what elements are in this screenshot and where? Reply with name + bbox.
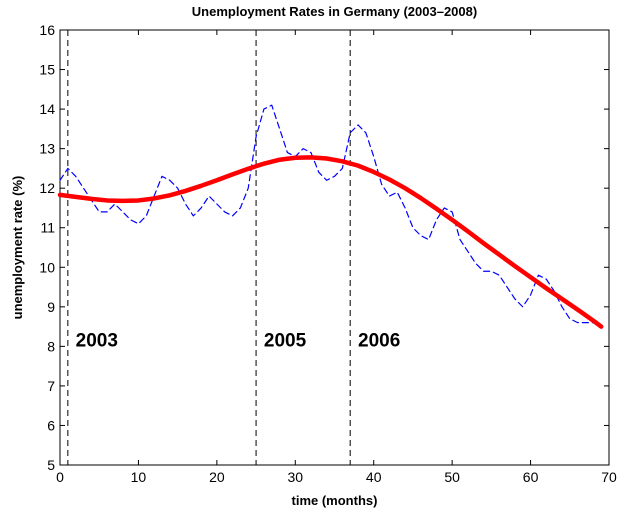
x-tick-label: 10 [131,469,147,485]
x-tick-label: 0 [56,469,64,485]
x-tick-label: 50 [444,469,460,485]
year-annotation: 2003 [76,330,118,351]
chart-title: Unemployment Rates in Germany (2003–2008… [192,4,477,19]
y-tick-label: 14 [39,101,55,117]
y-tick-label: 11 [40,220,55,236]
y-tick-label: 6 [47,417,55,433]
y-tick-label: 10 [39,259,55,275]
plot-frame [59,29,610,466]
y-tick-label: 12 [39,180,55,196]
x-axis-label: time (months) [292,493,378,508]
trend-line [57,155,604,329]
y-tick-label: 15 [39,62,55,78]
y-tick-label: 13 [39,141,55,157]
year-annotation: 2006 [358,330,400,351]
x-tick-label: 30 [287,469,303,485]
y-axis-label: unemployment rate (%) [10,176,25,320]
year-annotation: 2005 [264,330,307,351]
y-tick-label: 7 [47,378,55,394]
x-tick-label: 40 [366,469,382,485]
y-tick-label: 9 [47,299,55,315]
x-tick-label: 20 [209,469,225,485]
x-tick-label: 70 [601,469,617,485]
raw-data-line [59,104,602,328]
y-tick-label: 16 [39,22,55,38]
y-tick-label: 8 [47,338,55,354]
y-tick-label: 5 [47,457,55,473]
x-tick-label: 60 [523,469,539,485]
